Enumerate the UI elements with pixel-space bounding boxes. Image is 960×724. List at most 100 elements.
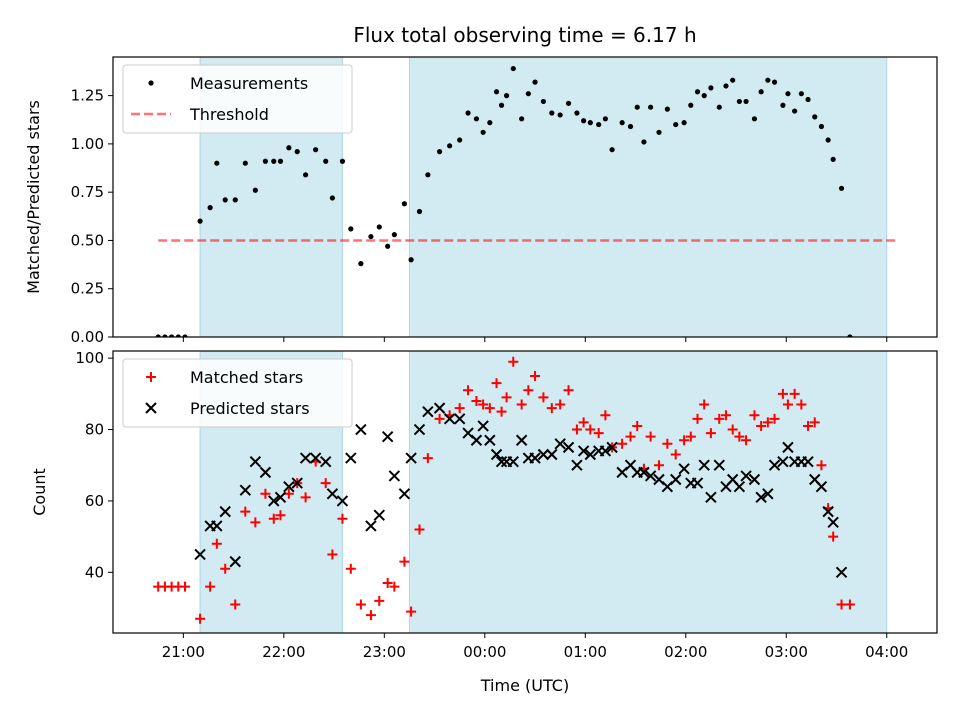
x-tick-label: 03:00	[765, 643, 808, 661]
measurement-point	[847, 334, 853, 337]
predicted-star-point	[355, 423, 367, 436]
predicted-star-point	[291, 477, 303, 489]
matched-star-point	[571, 424, 582, 435]
measurement-point	[708, 85, 714, 91]
measurement-point	[425, 172, 431, 178]
matched-star-point	[670, 449, 681, 460]
y-tick-label: 80	[85, 421, 104, 439]
predicted-star-point	[748, 473, 761, 486]
y-tick-label: 0.00	[71, 328, 104, 346]
predicted-star-point	[546, 448, 558, 461]
predicted-star-point	[495, 455, 508, 468]
measurement-point	[736, 98, 742, 105]
x-tick-label: 02:00	[664, 643, 707, 661]
measurement-point	[313, 147, 319, 153]
predicted-star-point	[584, 448, 597, 461]
matched-star-point	[816, 460, 827, 471]
measurement-point	[271, 158, 277, 164]
predicted-star-point	[670, 473, 682, 486]
matched-star-point	[337, 513, 348, 524]
predicted-star-point	[470, 434, 483, 446]
measurement-point	[323, 158, 329, 164]
legend-box	[122, 64, 353, 134]
matched-star-point	[283, 488, 294, 499]
chart-title: Flux total observing time = 6.17 h	[353, 23, 696, 47]
matched-star-point	[679, 435, 690, 446]
matched-star-point	[617, 438, 628, 449]
measurement-point	[465, 110, 471, 116]
matched-star-point	[530, 370, 541, 381]
measurement-point	[540, 98, 547, 105]
measurement-point	[765, 77, 771, 83]
matched-star-point	[454, 403, 465, 414]
matched-star-point	[593, 428, 604, 439]
measurement-point	[609, 147, 615, 153]
predicted-star-point	[249, 455, 262, 468]
predicted-star-point	[422, 405, 434, 418]
predicted-star-point	[713, 459, 725, 471]
predicted-star-point	[733, 480, 746, 493]
predicted-star-point	[644, 470, 657, 482]
matched-star-point	[769, 413, 780, 424]
predicted-star-point	[762, 488, 774, 500]
measurement-point	[557, 112, 563, 118]
matched-star-point	[355, 599, 366, 610]
measurement-point	[730, 77, 736, 83]
measurement-point	[519, 116, 525, 122]
predicted-star-point	[453, 413, 466, 425]
measurement-point	[825, 137, 831, 143]
measurement-point	[830, 156, 836, 162]
matched-star-point	[205, 581, 216, 592]
measurement-point	[694, 89, 701, 95]
predicted-star-point	[365, 520, 377, 532]
matched-star-point	[230, 599, 241, 610]
matched-star-point	[463, 385, 474, 396]
measurement-point	[207, 205, 213, 211]
measurement-point	[565, 100, 572, 106]
measurement-point	[701, 93, 707, 99]
legend-box	[122, 358, 353, 428]
measurement-point	[812, 114, 818, 120]
matched-star-point	[789, 388, 800, 399]
plot-area	[155, 65, 896, 337]
matched-star-point	[645, 431, 656, 442]
measurement-point	[493, 89, 500, 95]
matched-star-point	[320, 478, 331, 489]
predicted-star-point	[219, 505, 231, 518]
matched-star-point	[836, 599, 847, 610]
predicted-star-point	[815, 480, 828, 493]
measurement-point	[838, 185, 845, 191]
predicted-star-point	[835, 566, 848, 579]
predicted-star-point	[768, 459, 781, 471]
predicted-star-point	[381, 430, 394, 443]
predicted-star-point	[691, 477, 704, 489]
matched-star-point	[399, 556, 410, 567]
predicted-star-point	[599, 445, 612, 457]
predicted-star-point	[259, 466, 272, 479]
x-tick-label: 23:00	[363, 643, 406, 661]
predicted-star-point	[490, 448, 503, 461]
measurement-point	[771, 79, 778, 85]
measurement-point	[805, 96, 811, 103]
y-tick-label: 100	[75, 349, 104, 367]
measurement-point	[294, 149, 300, 155]
measurement-point	[401, 201, 408, 207]
predicted-star-point	[678, 463, 690, 475]
measurement-point	[242, 160, 248, 166]
matched-star-point	[585, 424, 596, 435]
measurement-point	[487, 120, 493, 126]
predicted-star-point	[443, 413, 456, 425]
legend-label: Predicted stars	[190, 399, 310, 418]
plot-area	[153, 356, 855, 624]
matched-star-point	[555, 399, 566, 410]
matched-star-point	[538, 392, 549, 403]
measurement-point	[785, 91, 791, 97]
measurement-point	[627, 123, 634, 130]
measurement-point	[532, 79, 538, 85]
matched-star-point	[220, 563, 231, 574]
matched-star-point	[632, 420, 643, 431]
legend: Measurements Threshold	[122, 64, 353, 134]
predicted-star-point	[606, 441, 618, 454]
matched-star-point	[782, 399, 793, 410]
